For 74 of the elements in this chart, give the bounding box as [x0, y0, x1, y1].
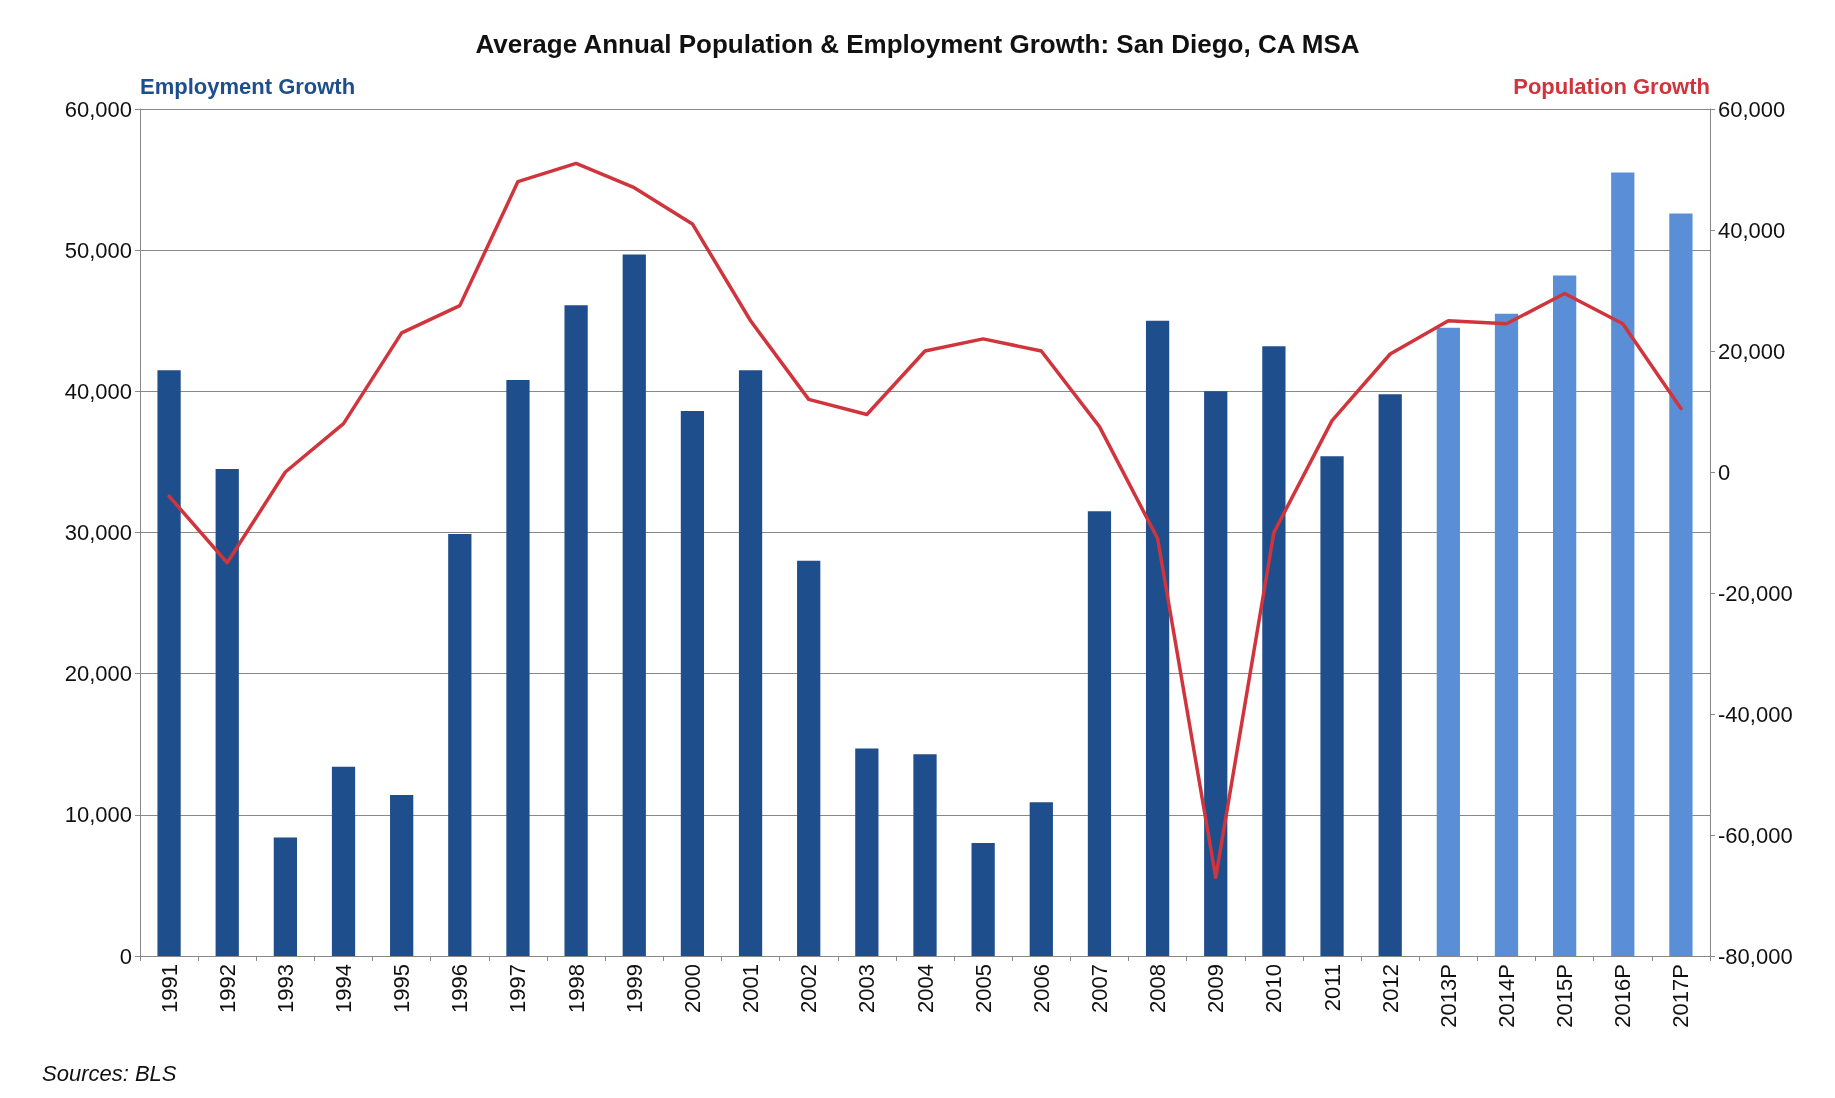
x-tick-label: 1995: [389, 964, 415, 1013]
x-tick-label: 2014P: [1493, 964, 1519, 1028]
bar: [506, 380, 530, 956]
x-tick-label: 2008: [1145, 964, 1171, 1013]
line-series: [167, 161, 1683, 880]
x-tick-label: 2017P: [1668, 964, 1694, 1028]
chart-title: Average Annual Population & Employment Growth: San Diego, CA MSA: [475, 29, 1360, 59]
bar: [1378, 394, 1402, 956]
x-tick-label: 2009: [1203, 964, 1229, 1013]
x-tick-label: 1999: [621, 964, 647, 1013]
bar: [971, 843, 995, 956]
y-tick-label: 40,000: [64, 378, 132, 404]
y-tick-label: 30,000: [64, 520, 132, 545]
x-tick-label: 2016P: [1610, 964, 1636, 1028]
x-tick-label: 2007: [1086, 964, 1112, 1013]
bar: [1145, 320, 1170, 956]
y-tick-label: 50,000: [64, 237, 132, 263]
bar: [273, 837, 297, 956]
x-tick-label: 2010: [1261, 964, 1287, 1013]
y2-tick-label: -40,000: [1718, 701, 1793, 727]
bar: [1204, 391, 1228, 956]
bar: [1669, 213, 1693, 956]
bar: [1436, 327, 1460, 956]
source-note: Sources: BLS: [42, 1060, 177, 1086]
bar: [680, 411, 705, 956]
bar: [448, 533, 472, 956]
x-tick-label: 2013P: [1435, 964, 1461, 1028]
bar: [1494, 313, 1519, 956]
x-tick-label: 2003: [854, 964, 880, 1013]
y-tick-label: 60,000: [64, 96, 132, 122]
bar: [1320, 456, 1344, 956]
bar: [1262, 346, 1286, 956]
bar: [797, 560, 821, 956]
y2-tick-label: 40,000: [1718, 217, 1786, 243]
bar: [1553, 275, 1577, 956]
y2-tick-label: -60,000: [1718, 822, 1793, 848]
bar: [855, 748, 879, 956]
y2-tick-label: 20,000: [1718, 338, 1786, 364]
x-tick-label: 2005: [970, 964, 996, 1013]
bar: [622, 254, 646, 956]
bar: [215, 468, 239, 956]
bar: [738, 370, 763, 956]
bar: [913, 754, 937, 956]
y2-tick-label: -80,000: [1718, 943, 1793, 969]
x-tick-label: 2004: [912, 964, 938, 1013]
x-tick-label: 1991: [156, 964, 182, 1013]
x-tick-label: 2006: [1028, 964, 1054, 1013]
y2-tick-label: -20,000: [1718, 580, 1793, 606]
y-tick-label: 10,000: [64, 802, 132, 828]
y2-axis-title: Population Growth: [1513, 73, 1710, 99]
x-tick-label: 1997: [505, 964, 531, 1013]
x-tick-label: 1992: [214, 964, 240, 1013]
x-tick-label: 2011: [1319, 964, 1345, 1012]
x-tick-label: 1998: [563, 964, 589, 1013]
x-tick-label: 2012: [1377, 964, 1403, 1013]
y-tick-label: 0: [119, 943, 132, 969]
x-tick-label: 2001: [738, 964, 764, 1013]
bar: [564, 305, 588, 956]
x-tick-label: 2002: [796, 964, 822, 1013]
x-tick-label: 2015P: [1552, 964, 1578, 1028]
bar: [390, 795, 414, 956]
x-tick-label: 2000: [679, 964, 705, 1013]
x-tick-label: 1994: [331, 964, 357, 1013]
x-tick-label: 1993: [272, 964, 298, 1013]
bar: [331, 766, 356, 956]
x-tick-label: 1996: [447, 964, 473, 1013]
bar: [1029, 802, 1053, 956]
y2-tick-label: 60,000: [1718, 96, 1786, 122]
bar: [157, 370, 181, 956]
bar: [1611, 172, 1635, 956]
y2-tick-label: 0: [1718, 459, 1731, 485]
y-tick-label: 20,000: [64, 661, 132, 687]
y-axis-title: Employment Growth: [140, 73, 356, 99]
bar: [1087, 511, 1112, 956]
